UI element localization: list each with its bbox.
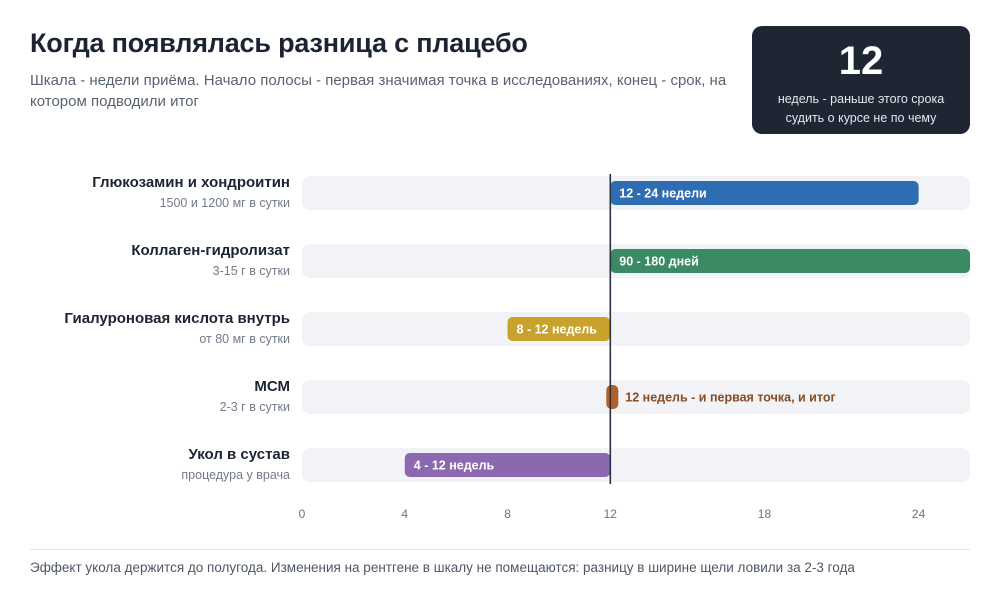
row-dose: 2-3 г в сутки (219, 400, 290, 414)
row-name: Коллаген-гидролизат (131, 242, 290, 259)
range-bar (610, 181, 919, 205)
bar-value-label: 12 недель - и первая точка, и итог (625, 391, 835, 405)
key-stat-card: 12 недель - раньше этого срока судить о … (752, 26, 970, 134)
row-label-1: Коллаген-гидролизат 3-15 г в сутки (131, 242, 290, 279)
row-name: Укол в сустав (188, 446, 290, 463)
bar-value-label: 8 - 12 недель (517, 323, 598, 337)
page-subtitle: Шкала - недели приёма. Начало полосы - п… (30, 72, 727, 110)
footer-divider (30, 549, 970, 550)
bar-value-label: 12 - 24 недели (619, 187, 706, 201)
row-label-0: Глюкозамин и хондроитин 1500 и 1200 мг в… (92, 174, 290, 211)
key-stat-number: 12 (838, 39, 884, 83)
key-stat-caption: недель - раньше этого срока судить о кур… (777, 92, 945, 125)
row-dose: 3-15 г в сутки (212, 264, 290, 278)
row-dose: от 80 мг в сутки (199, 332, 290, 346)
row-name: МСМ (254, 378, 290, 395)
row-label-4: Укол в сустав процедура у врача (181, 446, 290, 483)
footnote: Эффект укола держится до полугода. Измен… (30, 560, 855, 575)
row-name: Глюкозамин и хондроитин (92, 174, 290, 191)
row-track (302, 448, 970, 482)
x-tick-label: 0 (299, 507, 306, 521)
row-dose: 1500 и 1200 мг в сутки (159, 196, 290, 210)
row-track (302, 312, 970, 346)
x-tick-label: 12 (604, 507, 618, 521)
bar-value-label: 90 - 180 дней (619, 255, 698, 269)
row-name: Гиалуроновая кислота внутрь (64, 310, 290, 327)
range-bar (507, 317, 611, 341)
page-title: Когда появлялась разница с плацебо (30, 28, 528, 58)
x-tick-label: 24 (912, 507, 926, 521)
x-tick-label: 18 (758, 507, 772, 521)
x-tick-label: 4 (401, 507, 408, 521)
range-bar (610, 249, 970, 273)
row-label-2: Гиалуроновая кислота внутрь от 80 мг в с… (64, 310, 290, 347)
row-track (302, 380, 970, 414)
row-dose: процедура у врача (181, 468, 290, 482)
x-tick-label: 8 (504, 507, 511, 521)
range-bar (404, 453, 611, 477)
row-label-3: МСМ 2-3 г в сутки (220, 378, 290, 415)
range-bar (606, 385, 619, 409)
bar-value-label: 4 - 12 недель (414, 459, 495, 473)
